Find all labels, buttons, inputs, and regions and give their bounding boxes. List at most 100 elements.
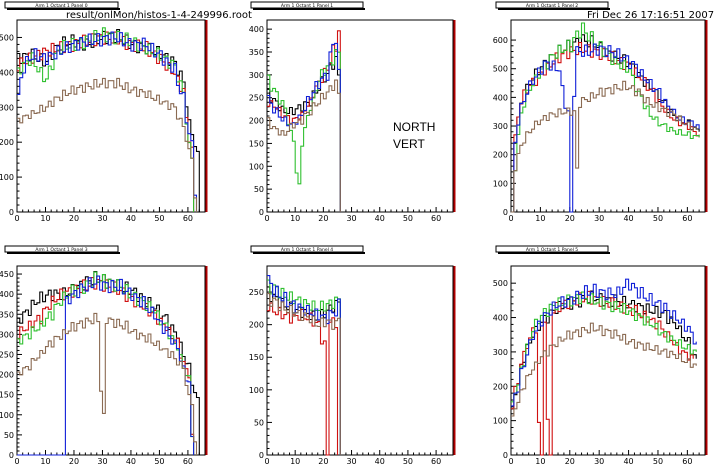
- y-tick-label: 100: [0, 173, 14, 182]
- x-tick-label: 30: [594, 457, 604, 464]
- y-tick-label: 300: [493, 122, 508, 131]
- panel-title-shadow: [498, 252, 610, 254]
- histogram-series-red: [17, 31, 195, 212]
- y-tick-label: 300: [0, 103, 14, 112]
- histogram-series-green: [511, 291, 697, 403]
- x-tick-label: 50: [653, 457, 663, 464]
- x-tick-label: 30: [97, 214, 107, 223]
- y-tick-label: 150: [0, 391, 14, 400]
- x-tick-label: 10: [290, 457, 300, 464]
- y-tick-label: 0: [259, 451, 264, 460]
- y-tick-label: 200: [493, 151, 508, 160]
- y-tick-label: 50: [254, 185, 264, 194]
- panel-title-shadow: [7, 8, 120, 10]
- file-label: result/onlMon/histos-1-4-249996.root: [66, 10, 252, 21]
- histogram-series-green: [17, 271, 195, 455]
- x-tick-label: 0: [14, 457, 19, 464]
- x-tick-label: 40: [126, 214, 136, 223]
- panel-title-shadow: [498, 8, 610, 10]
- x-tick-label: 30: [346, 214, 356, 223]
- overlay-north: NORTH: [393, 120, 436, 134]
- y-tick-label: 300: [0, 330, 14, 339]
- plot-frame: [266, 265, 454, 456]
- x-tick-label: 0: [14, 214, 19, 223]
- y-tick-label: 600: [493, 36, 508, 45]
- histogram-series-black: [17, 29, 200, 212]
- histogram-series-blue: [267, 42, 341, 212]
- histogram-series-blue: [17, 31, 198, 212]
- x-tick-label: 50: [653, 214, 663, 223]
- plot-frame: [266, 19, 454, 213]
- x-tick-label: 60: [682, 214, 692, 223]
- x-tick-label: 0: [508, 214, 513, 223]
- plot-frame: [16, 19, 206, 213]
- x-tick-label: 30: [594, 214, 604, 223]
- panel-title: Arm 1 Octant 1 Panel 0: [35, 3, 87, 9]
- histogram-series-red: [511, 290, 694, 456]
- x-tick-label: 20: [318, 214, 328, 223]
- x-tick-label: 20: [318, 457, 328, 464]
- panel-title: Arm 1 Octant 1 Panel 3: [35, 247, 87, 253]
- x-tick-label: 10: [290, 214, 300, 223]
- y-tick-label: 250: [249, 288, 264, 297]
- y-tick-label: 200: [0, 138, 14, 147]
- x-tick-label: 50: [154, 457, 164, 464]
- y-tick-label: 100: [0, 411, 14, 420]
- x-tick-label: 40: [126, 457, 136, 464]
- x-tick-label: 40: [623, 214, 633, 223]
- x-tick-label: 40: [623, 457, 633, 464]
- x-tick-label: 60: [183, 457, 193, 464]
- plot-frame: [510, 19, 706, 213]
- histogram-series-black: [511, 34, 700, 213]
- y-tick-label: 450: [0, 270, 14, 279]
- y-tick-label: 100: [493, 417, 508, 426]
- histogram-series-brown: [267, 79, 341, 212]
- y-tick-label: 100: [249, 162, 264, 171]
- histogram-series-brown: [267, 293, 341, 455]
- x-tick-label: 10: [40, 214, 50, 223]
- y-tick-label: 100: [493, 179, 508, 188]
- x-tick-label: 20: [565, 457, 575, 464]
- x-tick-label: 20: [69, 457, 79, 464]
- histogram-series-brown: [511, 322, 697, 417]
- y-tick-label: 100: [249, 386, 264, 395]
- panel-title: Arm 1 Octant 1 Panel 2: [526, 3, 578, 9]
- y-tick-label: 400: [0, 290, 14, 299]
- x-tick-label: 0: [264, 457, 269, 464]
- panel-title-shadow: [7, 252, 120, 254]
- panel-title-shadow: [253, 8, 365, 10]
- y-tick-label: 50: [4, 431, 14, 440]
- y-tick-label: 350: [0, 310, 14, 319]
- histogram-series-red: [267, 302, 339, 456]
- y-tick-label: 0: [503, 208, 508, 217]
- y-tick-label: 0: [503, 451, 508, 460]
- y-tick-label: 500: [0, 33, 14, 42]
- histogram-series-brown: [17, 77, 198, 212]
- date-label: Fri Dec 26 17:16:51 2007: [587, 10, 715, 21]
- x-tick-label: 30: [346, 457, 356, 464]
- x-tick-label: 40: [375, 457, 385, 464]
- y-tick-label: 200: [249, 321, 264, 330]
- x-tick-label: 50: [154, 214, 164, 223]
- x-tick-label: 10: [535, 214, 545, 223]
- y-tick-label: 0: [9, 208, 14, 217]
- x-tick-label: 60: [183, 214, 193, 223]
- y-tick-label: 250: [0, 350, 14, 359]
- y-tick-label: 300: [493, 348, 508, 357]
- y-tick-label: 200: [0, 371, 14, 380]
- x-tick-label: 40: [375, 214, 385, 223]
- x-tick-label: 60: [682, 457, 692, 464]
- histogram-series-green: [267, 279, 341, 455]
- x-tick-label: 20: [69, 214, 79, 223]
- x-tick-label: 50: [403, 457, 413, 464]
- x-tick-label: 50: [403, 214, 413, 223]
- overlay-vert: VERT: [393, 137, 425, 151]
- histogram-series-black: [17, 270, 200, 455]
- y-tick-label: 200: [249, 117, 264, 126]
- plot-frame: [16, 265, 206, 456]
- y-tick-label: 0: [9, 451, 14, 460]
- y-tick-label: 150: [249, 139, 264, 148]
- x-tick-label: 10: [535, 457, 545, 464]
- y-tick-label: 500: [493, 279, 508, 288]
